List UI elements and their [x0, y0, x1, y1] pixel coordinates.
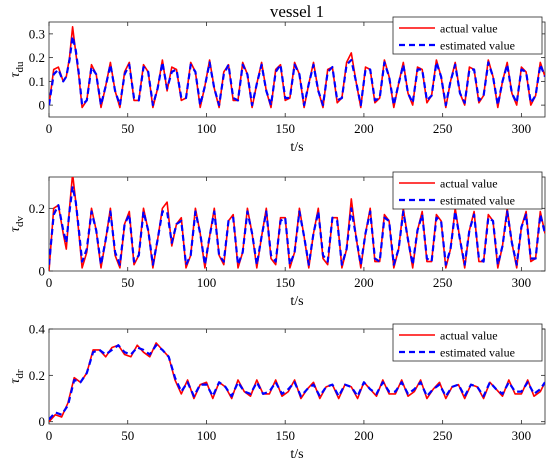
- legend-label: actual value: [440, 22, 498, 36]
- y-tick-label: 0.2: [29, 201, 45, 216]
- x-tick-label: 0: [46, 121, 53, 136]
- legend-box: [392, 323, 543, 362]
- legend: actual value estimated value: [392, 16, 543, 55]
- x-tick-label: 0: [46, 275, 53, 290]
- x-tick-label: 0: [46, 428, 53, 443]
- x-tick-label: 250: [433, 275, 453, 290]
- x-tick-label: 100: [197, 275, 217, 290]
- legend-label: estimated value: [440, 39, 515, 53]
- chart-title: vessel 1: [270, 2, 324, 21]
- legend: actual value estimated value: [392, 323, 543, 362]
- y-tick-label: 0.2: [29, 50, 45, 65]
- y-tick-label: 0.3: [29, 26, 45, 41]
- y-axis-symbol: τ: [8, 378, 23, 384]
- x-axis-label: t/s: [290, 447, 303, 462]
- x-tick-label: 250: [433, 121, 453, 136]
- x-tick-label: 150: [275, 428, 295, 443]
- series-line-estimated: [49, 185, 545, 266]
- x-axis-label: t/s: [290, 294, 303, 309]
- y-axis-subscript: dr: [14, 369, 26, 379]
- y-tick-label: 0: [39, 98, 46, 113]
- y-tick-label: 0.1: [29, 74, 45, 89]
- x-tick-label: 200: [354, 428, 374, 443]
- y-axis-symbol: τ: [8, 72, 23, 78]
- series-group: [49, 25, 545, 109]
- y-axis-subscript: dv: [14, 215, 26, 227]
- legend: actual value estimated value: [392, 171, 543, 210]
- y-axis-label: τdv: [8, 215, 26, 232]
- y-tick-label: 0.4: [29, 322, 46, 337]
- y-axis-symbol: τ: [8, 226, 23, 232]
- legend-label: estimated value: [440, 346, 515, 360]
- x-tick-label: 100: [197, 121, 217, 136]
- x-tick-label: 50: [121, 275, 134, 290]
- series-group: [49, 342, 545, 423]
- y-tick-label: 0: [39, 264, 46, 279]
- series-group: [49, 177, 545, 271]
- y-tick-label: 0.2: [29, 368, 45, 383]
- x-tick-label: 100: [197, 428, 217, 443]
- subplot-3: 0 50 100 150 200 250 300 0 0.2 0.4 t/s τdr actual va…: [8, 322, 546, 462]
- x-tick-label: 200: [354, 275, 374, 290]
- y-tick-label: 0: [39, 414, 46, 429]
- x-tick-label: 150: [275, 275, 295, 290]
- series-line-estimated: [49, 35, 545, 107]
- x-tick-label: 300: [512, 275, 532, 290]
- series-line-actual: [49, 342, 545, 423]
- x-tick-label: 200: [354, 121, 374, 136]
- x-tick-label: 250: [433, 428, 453, 443]
- y-axis-label: τdu: [8, 61, 26, 78]
- legend-box: [392, 171, 543, 210]
- legend-box: [392, 16, 543, 55]
- x-tick-label: 150: [275, 121, 295, 136]
- series-line-estimated: [49, 344, 545, 421]
- y-axis-subscript: du: [14, 61, 26, 73]
- x-tick-label: 50: [121, 121, 134, 136]
- y-axis-label: τdr: [8, 369, 26, 384]
- x-tick-label: 300: [512, 428, 532, 443]
- legend-label: actual value: [440, 329, 498, 343]
- subplot-1: 0 50 100 150 200 250 300 0 0.1 0.2 0.3 t/s τdu vessel…: [8, 2, 546, 155]
- subplot-2: 0 50 100 150 200 250 300 0 0.2 t/s τdv actual value…: [8, 171, 546, 309]
- legend-label: actual value: [440, 177, 498, 191]
- x-axis-label: t/s: [290, 140, 303, 155]
- x-tick-label: 300: [512, 121, 532, 136]
- legend-label: estimated value: [440, 194, 515, 208]
- x-tick-label: 50: [121, 428, 134, 443]
